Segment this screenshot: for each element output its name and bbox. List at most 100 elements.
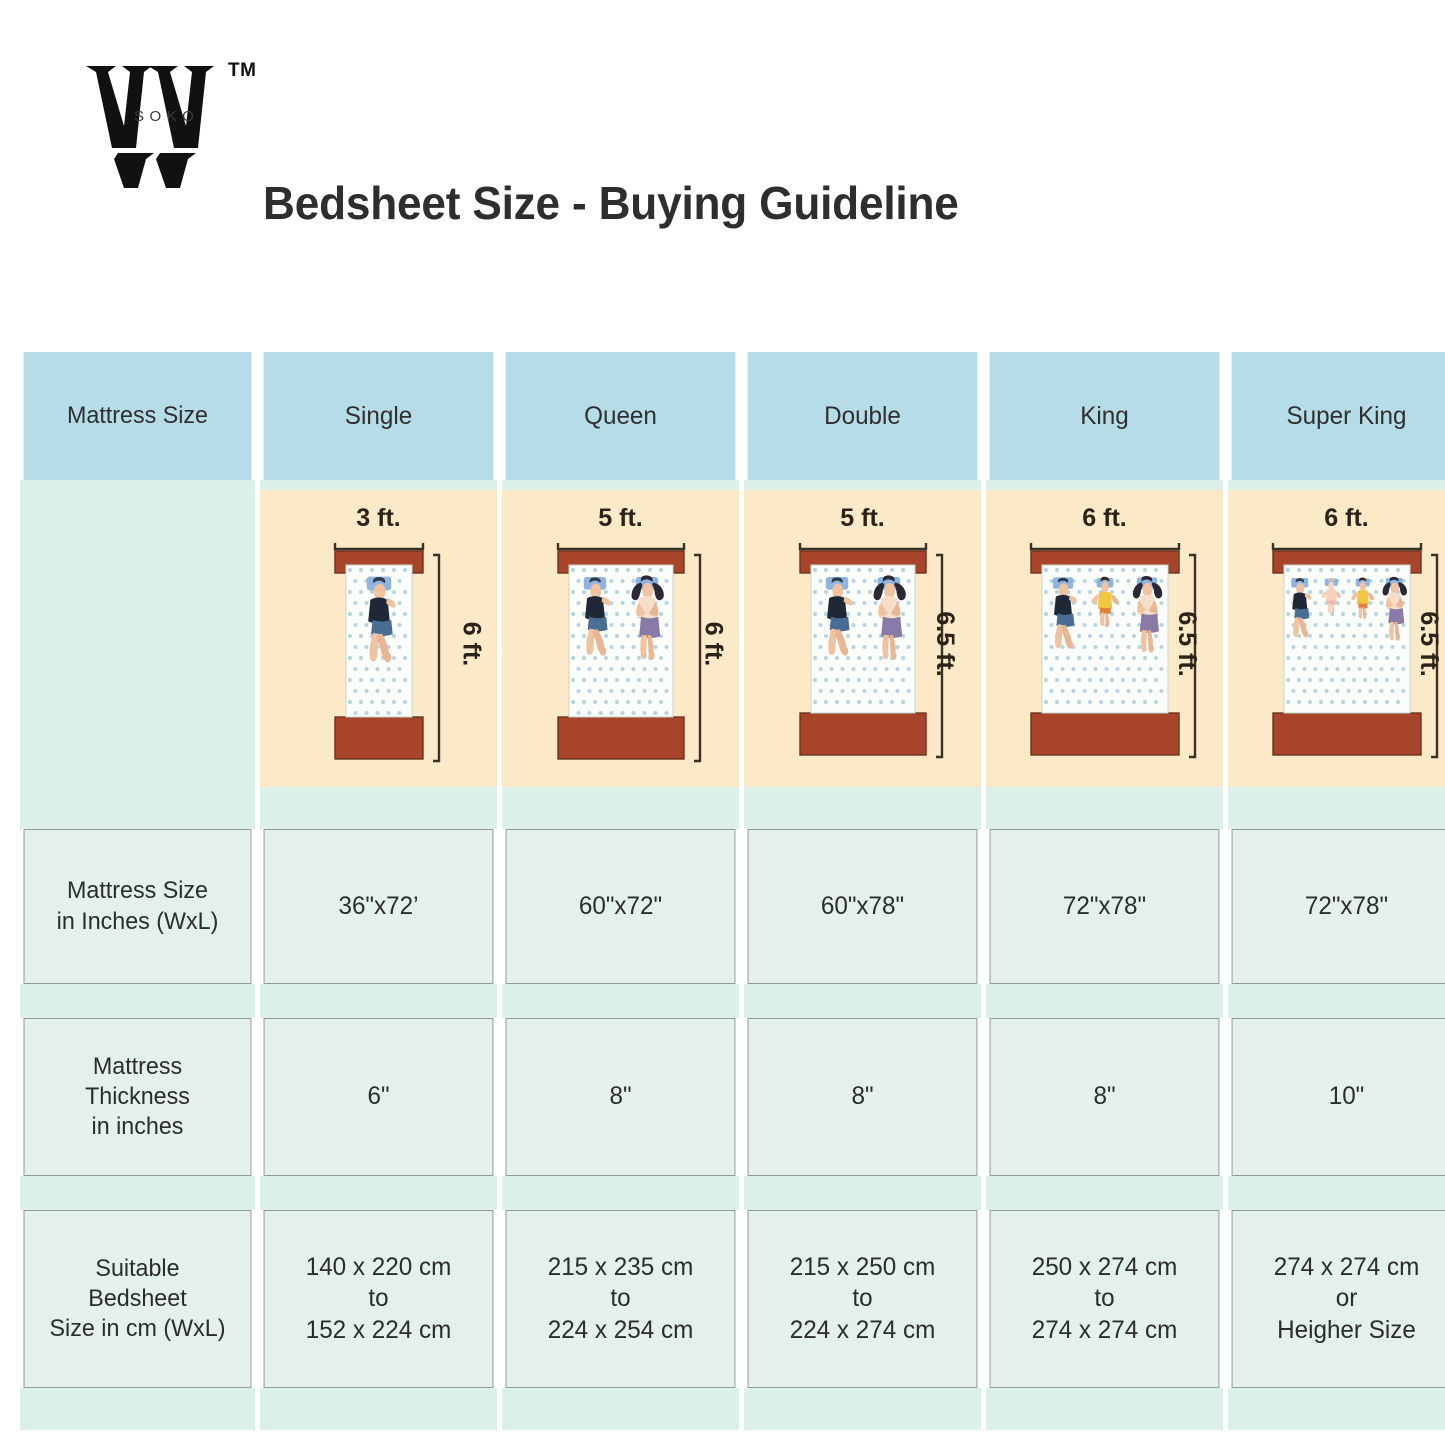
row-gap (1228, 1176, 1445, 1210)
illustration-band: 3 ft. 6 ft. (260, 480, 497, 795)
length-dimension-bracket (693, 553, 701, 762)
row-gap (20, 795, 255, 829)
table-column-single: Single 3 ft. 6 ft. (260, 352, 497, 1430)
length-label: 6 ft. (457, 622, 486, 667)
bedsheet-size-table: Mattress Size Mattress Size in Inches (W… (20, 352, 1445, 1430)
sheet-line3: 152 x 224 cm (305, 1315, 452, 1344)
row-gap (986, 1176, 1223, 1210)
bed-illustration (1271, 542, 1438, 758)
bed-illustration (798, 542, 943, 758)
illustration-panel: 3 ft. 6 ft. (260, 490, 497, 787)
sheet-line1: 215 x 250 cm (789, 1252, 936, 1281)
trademark-symbol: TM (228, 60, 257, 81)
row-gap (260, 1388, 497, 1430)
row-label-line3: in inches (91, 1113, 184, 1141)
illustration-panel: 5 ft. 6 ft. (502, 490, 739, 787)
w-monogram-icon (86, 66, 214, 188)
footboard (1271, 711, 1422, 756)
length-label: 6.5 ft. (1172, 611, 1201, 678)
sleeping-baby-figure (1321, 577, 1341, 613)
illustration-band: 5 ft. 6 ft. (502, 480, 739, 795)
cell-mattress-thickness: 8" (747, 1018, 978, 1176)
width-label: 5 ft. (598, 504, 643, 532)
width-label: 6 ft. (1324, 504, 1369, 532)
cell-suitable-bedsheet-size: 215 x 235 cm to 224 x 254 cm (505, 1210, 736, 1388)
sleeping-man-figure (1290, 577, 1311, 637)
sheet-line2: or (1335, 1284, 1358, 1313)
cell-suitable-bedsheet-size: 250 x 274 cm to 274 x 274 cm (989, 1210, 1220, 1388)
sheet-line2: to (852, 1284, 873, 1313)
cell-mattress-size-inches: 60"x78" (747, 829, 978, 984)
cell-mattress-thickness: 8" (505, 1018, 736, 1176)
cell-mattress-thickness: 6" (263, 1018, 494, 1176)
bed-illustration (1029, 542, 1196, 758)
sleeping-man-figure (583, 576, 610, 656)
header-queen[interactable]: Queen (505, 352, 736, 480)
row-label-line2: Thickness (85, 1082, 190, 1110)
row-gap (1228, 984, 1445, 1018)
width-dimension-bracket (1029, 542, 1180, 550)
sleeping-woman-figure (630, 574, 664, 660)
row-gap (502, 984, 739, 1018)
sheet-line3: Heigher Size (1277, 1315, 1416, 1344)
width-dimension-bracket (798, 542, 927, 550)
row-label-line1: Mattress Size (66, 877, 209, 905)
bed-illustration (333, 542, 440, 762)
row-gap (502, 795, 739, 829)
sleeping-child-figure (1090, 576, 1119, 627)
row-gap (502, 1176, 739, 1210)
row-label-line2: in Inches (WxL) (56, 907, 219, 935)
sheet-line1: 215 x 235 cm (547, 1252, 694, 1281)
header-label-line2: Size (162, 402, 209, 430)
sleeping-woman-figure (872, 574, 906, 660)
sleeping-man-figure (1052, 576, 1077, 649)
length-dimension-bracket (432, 553, 440, 762)
sheet-line2: to (1094, 1284, 1115, 1313)
cell-suitable-bedsheet-size: 215 x 250 cm to 224 x 274 cm (747, 1210, 978, 1388)
header-single[interactable]: Single (263, 352, 494, 480)
page-title: Bedsheet Size - Buying Guideline (263, 177, 959, 229)
sleeping-woman-figure (1382, 576, 1407, 641)
table-column-double: Double (744, 352, 981, 1430)
header-super-king[interactable]: Super King (1231, 352, 1445, 480)
illustration-panel: 6 ft. 6.5 ft. (1228, 490, 1445, 787)
row-gap (260, 795, 497, 829)
illustration-panel: 6 ft. 6.5 ft. (986, 490, 1223, 787)
header-king[interactable]: King (989, 352, 1220, 480)
cell-mattress-size-inches: 72"x78" (1231, 829, 1445, 984)
row-gap (744, 1388, 981, 1430)
row-gap (20, 1176, 255, 1210)
width-dimension-bracket (333, 542, 424, 550)
row-label-line1: Mattress (92, 1052, 183, 1080)
row-gap (1228, 1388, 1445, 1430)
sheet-line1: 140 x 220 cm (305, 1252, 452, 1281)
row-label-mattress-thickness: Mattress Thickness in inches (23, 1018, 252, 1176)
row-gap (744, 1176, 981, 1210)
illustration-band: 6 ft. 6.5 ft. (986, 480, 1223, 795)
width-dimension-bracket (556, 542, 685, 550)
table-column-queen: Queen (502, 352, 739, 1430)
table-column-king: King (986, 352, 1223, 1430)
row-gap (1228, 795, 1445, 829)
header-double[interactable]: Double (747, 352, 978, 480)
length-dimension-bracket (1188, 553, 1196, 758)
sheet-line2: to (610, 1284, 631, 1313)
length-label: 6.5 ft. (930, 611, 959, 678)
bed-illustration (556, 542, 701, 762)
row-gap (502, 1388, 739, 1430)
illustration-panel: 5 ft. 6.5 ft. (744, 490, 981, 787)
sleeping-child-figure (1350, 577, 1374, 619)
table-column-super-king: Super King (1228, 352, 1445, 1430)
row-gap (260, 984, 497, 1018)
cell-mattress-size-inches: 60"x72" (505, 829, 736, 984)
row-label-mattress-size-inches: Mattress Size in Inches (WxL) (23, 829, 252, 984)
length-label: 6.5 ft. (1414, 611, 1443, 678)
row-label-line1: Suitable (95, 1254, 180, 1282)
sheet-line3: 274 x 274 cm (1031, 1315, 1178, 1344)
row-gap (744, 984, 981, 1018)
footboard (556, 715, 685, 760)
footboard (798, 711, 927, 756)
sheet-line2: to (368, 1284, 389, 1313)
sleeping-man-figure (366, 576, 396, 662)
illustration-band: 6 ft. 6.5 ft. (1228, 480, 1445, 795)
